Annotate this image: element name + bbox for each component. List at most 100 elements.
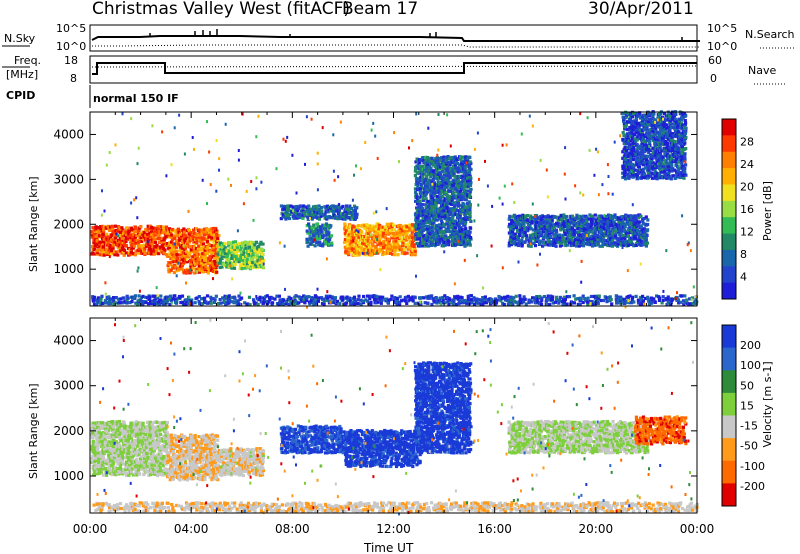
power-cell	[448, 212, 452, 217]
power-cell	[185, 271, 189, 275]
nsearch-tick-top: 10^5	[707, 22, 737, 35]
power-cell	[212, 246, 216, 250]
power-cell	[445, 193, 449, 197]
power-cell	[355, 230, 359, 235]
power-cell	[251, 260, 255, 264]
power-cell	[94, 227, 98, 231]
power-cell	[437, 213, 441, 217]
power-cell	[153, 229, 157, 233]
power-cell	[369, 300, 373, 304]
power-cell	[414, 199, 418, 203]
power-cell	[211, 226, 215, 231]
power-cell	[219, 301, 223, 305]
power-cell	[254, 256, 258, 260]
power-cell	[157, 252, 161, 256]
nsky-tick-bottom: 10^0	[56, 40, 86, 53]
power-cell	[282, 298, 286, 302]
power-cell	[253, 249, 257, 253]
power-cell	[125, 232, 129, 236]
power-cell	[177, 230, 181, 234]
power-cell	[173, 236, 177, 240]
power-cell	[538, 239, 542, 243]
power-cell	[570, 214, 574, 218]
power-cell	[317, 217, 322, 221]
power-cell	[342, 211, 346, 216]
power-cell	[389, 248, 393, 253]
power-cell	[127, 232, 131, 236]
power-cell	[439, 216, 443, 221]
power-cell	[614, 234, 618, 238]
power-cell	[236, 249, 240, 253]
power-cell	[133, 238, 137, 243]
power-cell	[173, 248, 177, 252]
power-cell	[292, 213, 296, 217]
power-cell	[383, 245, 387, 249]
power-cell	[438, 206, 442, 210]
power-cell	[119, 248, 123, 252]
power-cell	[142, 237, 146, 241]
power-cell	[392, 239, 396, 243]
power-cell	[91, 298, 96, 303]
power-cell	[418, 199, 422, 203]
power-cell	[189, 265, 193, 269]
power-cell	[92, 247, 97, 251]
power-cell	[646, 228, 650, 232]
power-cell	[215, 254, 219, 258]
power-cell	[431, 243, 435, 247]
power-cell	[188, 253, 192, 257]
power-cell	[358, 233, 362, 237]
power-cell	[415, 219, 419, 223]
power-cell	[457, 192, 461, 196]
power-cell	[330, 243, 334, 247]
power-cell	[468, 210, 472, 214]
nsky-label: N.Sky	[4, 32, 36, 45]
power-cell	[382, 228, 386, 232]
power-cell	[231, 245, 235, 249]
power-cell	[185, 250, 189, 254]
power-cell	[308, 207, 312, 212]
power-cell	[237, 257, 241, 261]
power-cell	[374, 227, 378, 232]
power-cell	[435, 235, 439, 239]
power-cell	[299, 205, 303, 209]
power-cell	[294, 299, 298, 303]
power-cell	[150, 242, 154, 246]
power-cell	[637, 220, 641, 224]
power-cell	[425, 170, 429, 174]
power-cell	[213, 298, 217, 302]
power-cell	[684, 163, 688, 167]
power-cell	[437, 209, 441, 213]
power-cell	[454, 237, 458, 241]
power-cell	[439, 172, 443, 176]
power-cell	[662, 158, 666, 162]
nave-label: Nave	[748, 64, 776, 77]
power-cell	[319, 234, 323, 239]
power-cell	[416, 241, 420, 245]
power-cell	[231, 264, 235, 268]
power-cell	[621, 131, 625, 135]
power-cell	[160, 250, 165, 254]
power-cell	[148, 231, 152, 235]
power-cell	[220, 254, 224, 258]
power-cell	[451, 215, 455, 219]
power-cell	[189, 237, 193, 241]
power-cell	[450, 170, 454, 174]
power-cell	[234, 254, 238, 258]
power-cell	[682, 176, 686, 180]
power-cell	[415, 206, 419, 210]
power-cell	[410, 240, 414, 244]
power-cell	[166, 254, 170, 258]
power-cell	[245, 265, 249, 269]
power-cell	[403, 229, 407, 233]
power-cell	[209, 268, 213, 272]
power-cell	[424, 158, 428, 163]
power-cell	[105, 241, 109, 245]
power-cell	[94, 234, 98, 239]
power-cell	[154, 247, 158, 251]
power-cell	[212, 254, 216, 258]
power-cell	[188, 234, 192, 238]
power-cell	[404, 242, 408, 246]
power-cell	[201, 242, 206, 246]
power-cell	[178, 249, 182, 253]
power-cell	[176, 234, 180, 238]
